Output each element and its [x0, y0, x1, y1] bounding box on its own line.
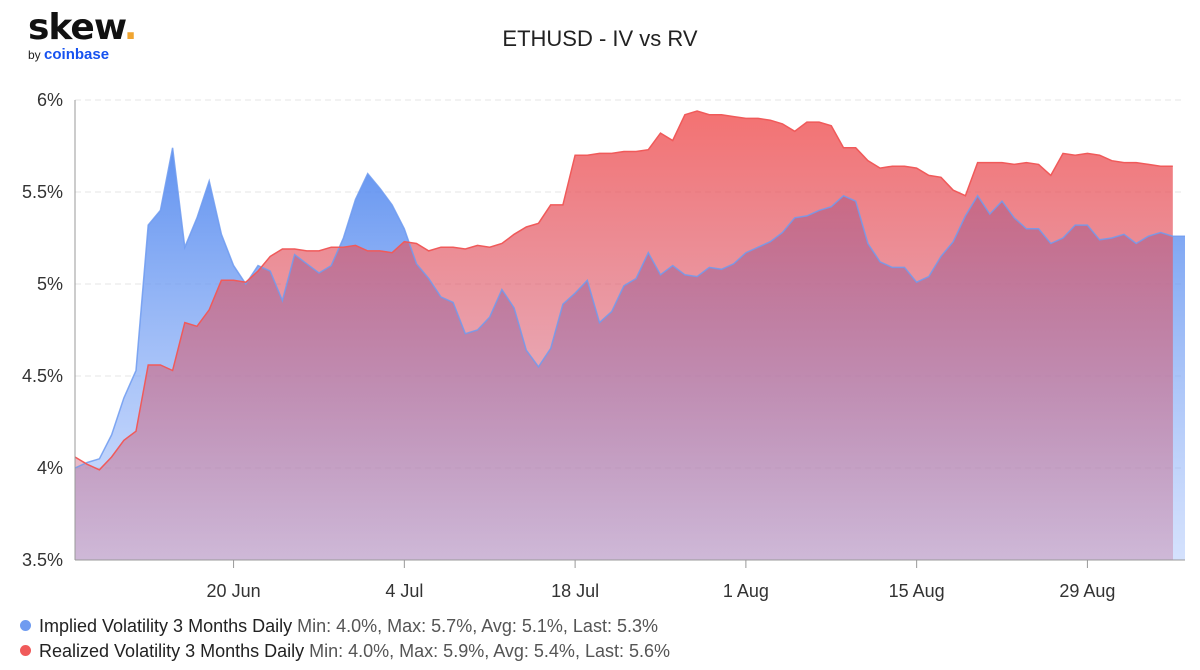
rv-dot-icon — [20, 644, 31, 656]
legend-item-iv[interactable]: Implied Volatility 3 Months Daily Min: 4… — [20, 614, 670, 639]
y-tick-label: 6% — [37, 90, 63, 110]
logo-brand: coinbase — [44, 46, 110, 63]
chart-svg: 3.5% 4% 4.5% 5% 5.5% 6% 20 Jun 4 Jul 18 Jul 1 Aug… — [22, 90, 1185, 601]
y-tick-label: 4% — [37, 458, 63, 478]
skew-logo: skew. by coinbase — [28, 7, 138, 63]
legend-iv-name: Implied Volatility 3 Months Daily — [39, 616, 293, 636]
iv-dot-icon — [20, 619, 31, 631]
legend-item-rv[interactable]: Realized Volatility 3 Months Daily Min: … — [20, 639, 670, 664]
y-tick-label: 5.5% — [22, 182, 63, 202]
legend: Implied Volatility 3 Months Daily Min: 4… — [20, 614, 670, 664]
rv-area — [75, 111, 1173, 560]
x-tick-label: 18 Jul — [551, 581, 599, 601]
logo-byline: by coinbase — [28, 46, 110, 63]
x-tick-label: 29 Aug — [1059, 581, 1115, 601]
y-tick-label: 3.5% — [22, 550, 63, 570]
legend-rv-stats: Min: 4.0%, Max: 5.9%, Avg: 5.4%, Last: 5… — [309, 641, 670, 661]
logo-wordmark: skew. — [28, 7, 138, 48]
chart-title: ETHUSD - IV vs RV — [502, 26, 698, 51]
rv-line — [74, 110, 1173, 471]
y-tick-label: 5% — [37, 274, 63, 294]
series-layer — [74, 110, 1185, 561]
x-tick-label: 1 Aug — [723, 581, 769, 601]
legend-iv-stats: Min: 4.0%, Max: 5.7%, Avg: 5.1%, Last: 5… — [297, 616, 658, 636]
axis-layer: 3.5% 4% 4.5% 5% 5.5% 6% 20 Jun 4 Jul 18 Jul 1 Aug… — [22, 90, 1185, 601]
y-tick-label: 4.5% — [22, 366, 63, 386]
x-tick-label: 4 Jul — [385, 581, 423, 601]
logo-dot: . — [123, 7, 138, 48]
iv-line — [74, 147, 1185, 469]
x-tick-label: 15 Aug — [889, 581, 945, 601]
legend-rv-name: Realized Volatility 3 Months Daily — [39, 641, 305, 661]
x-tick-label: 20 Jun — [207, 581, 261, 601]
